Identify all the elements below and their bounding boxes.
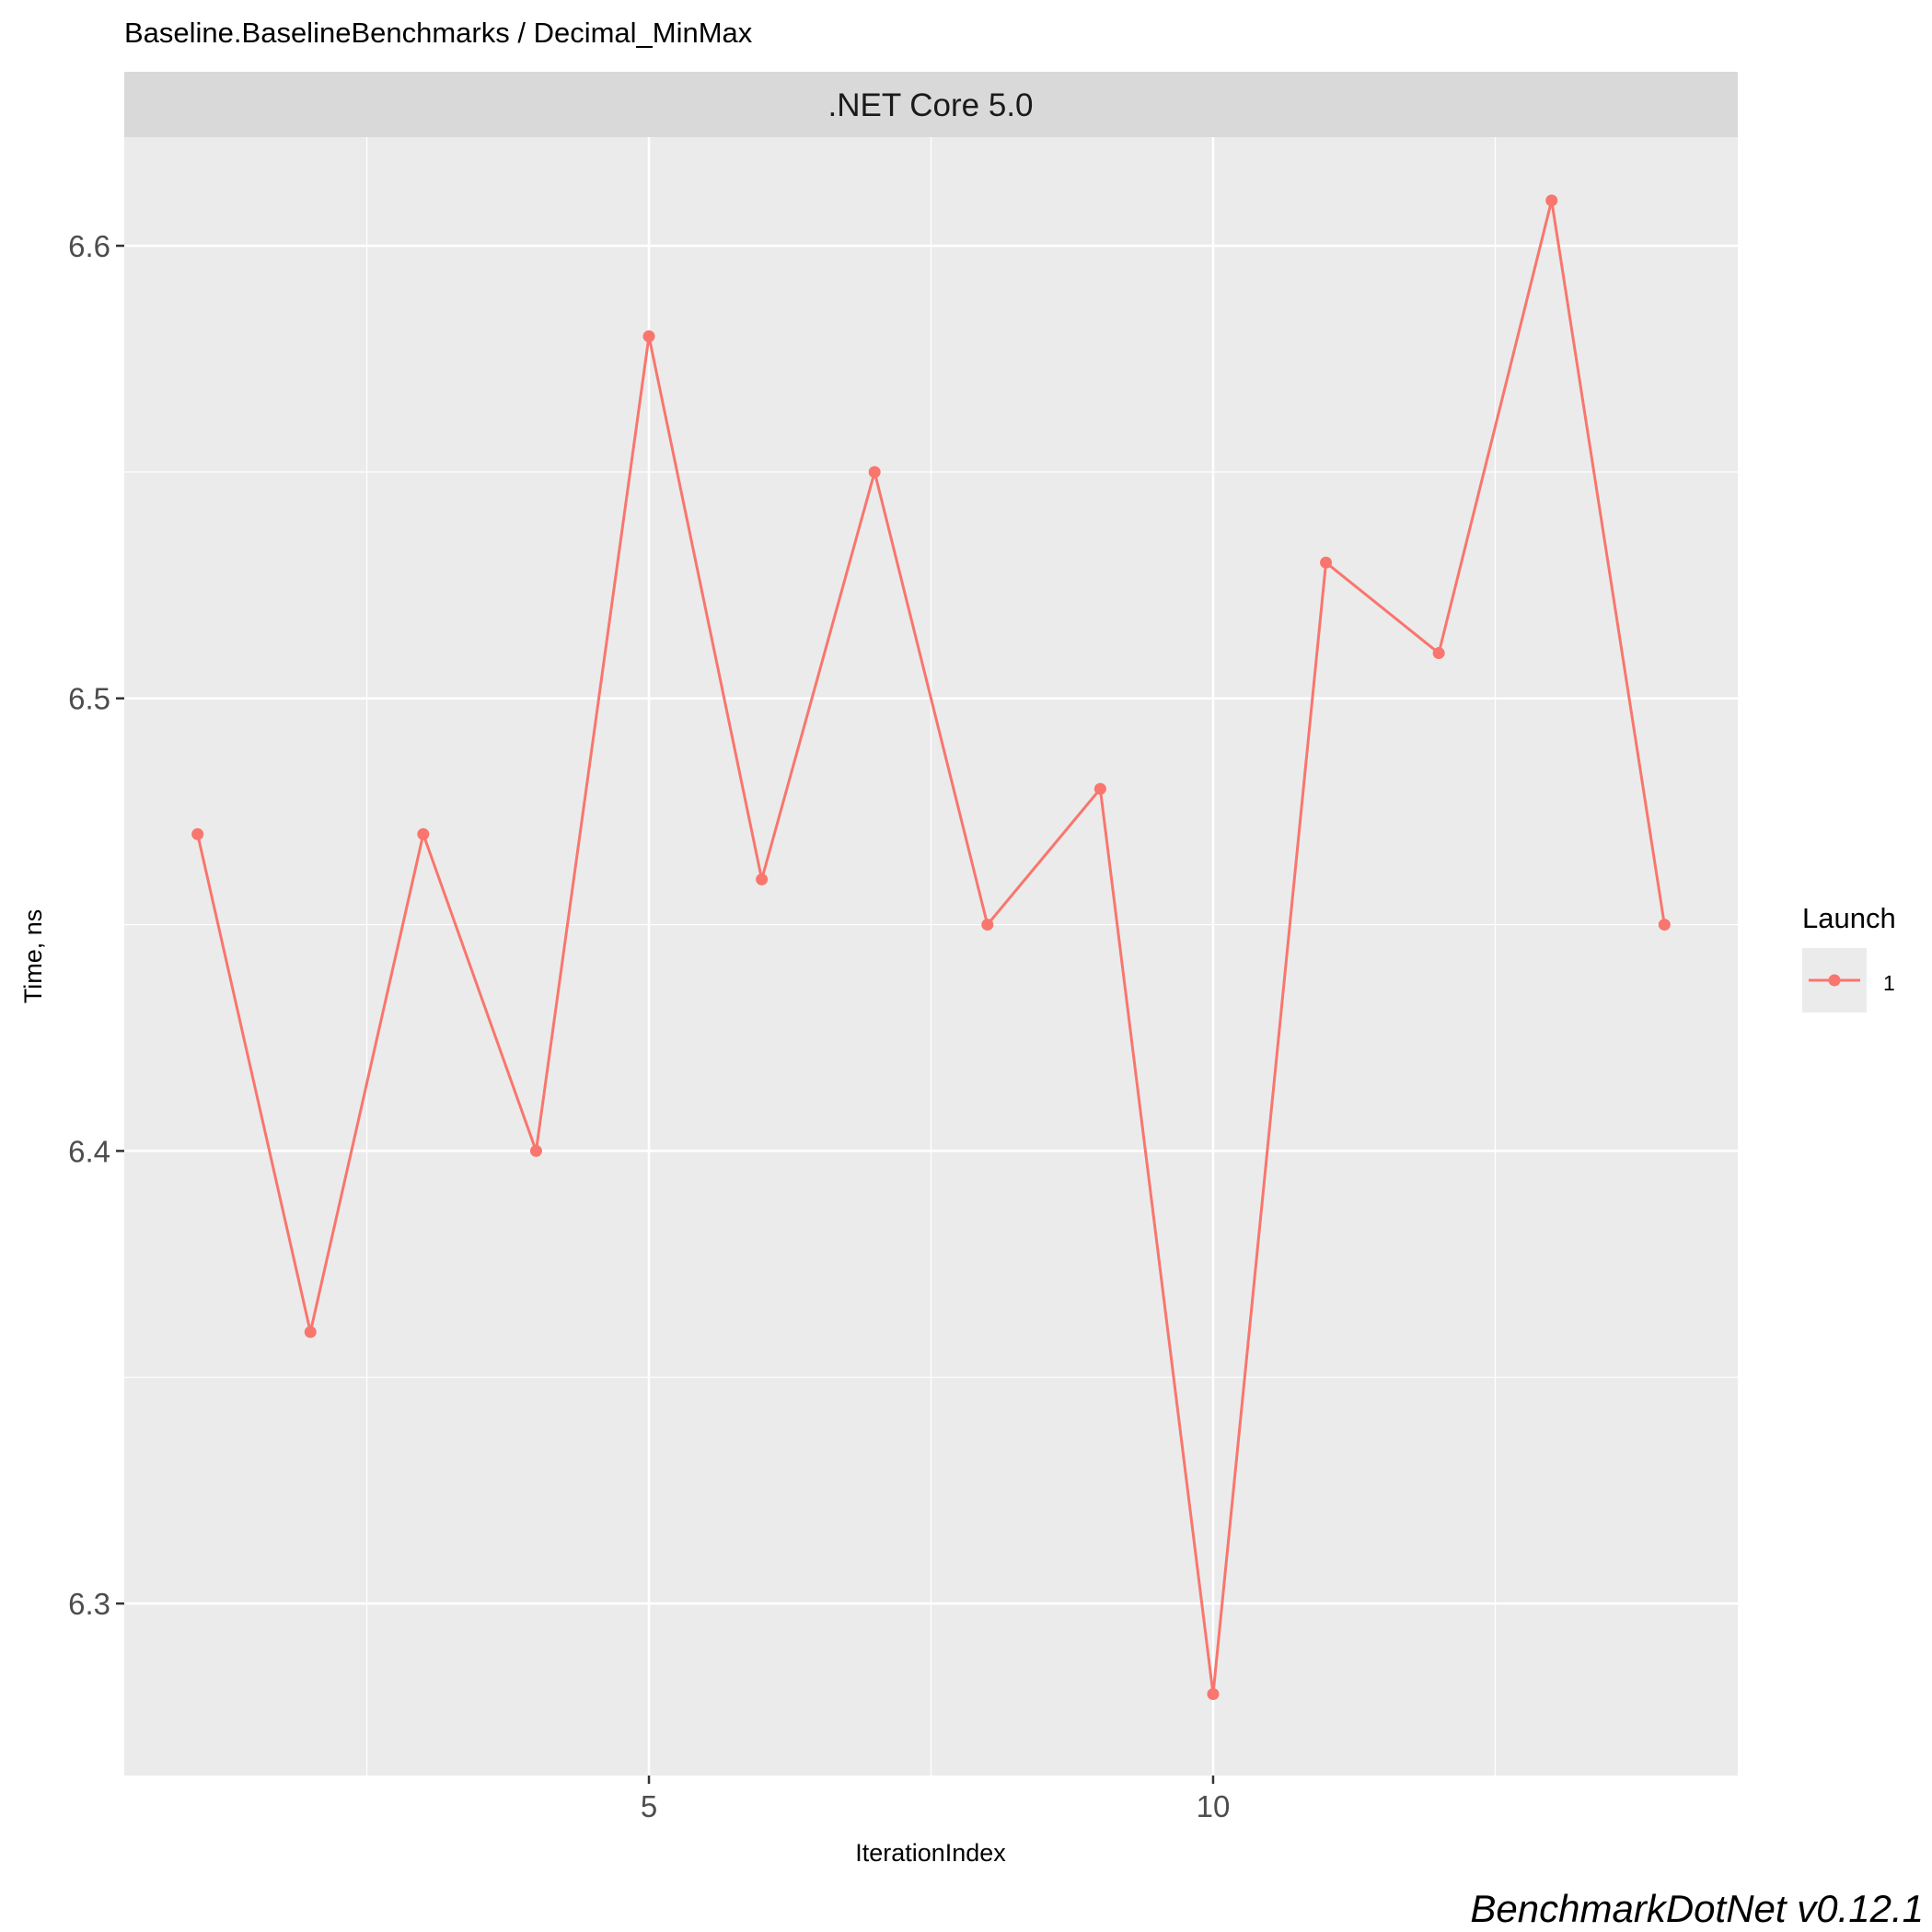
data-point <box>417 828 429 840</box>
y-tick-label: 6.6 <box>68 229 110 263</box>
x-axis-label: IterationIndex <box>855 1839 1006 1867</box>
y-tick-label: 6.3 <box>68 1587 110 1621</box>
chart-title: Baseline.BaselineBenchmarks / Decimal_Mi… <box>124 17 753 49</box>
legend-title: Launch <box>1802 902 1896 934</box>
y-axis-label: Time, ns <box>19 909 47 1004</box>
x-tick-label: 5 <box>641 1789 657 1823</box>
benchmark-version-caption: BenchmarkDotNet v0.12.1 <box>1470 1887 1924 1930</box>
data-point <box>1207 1688 1219 1700</box>
data-point <box>756 873 768 885</box>
legend-key-point <box>1829 975 1841 987</box>
data-point <box>530 1145 542 1157</box>
data-point <box>643 330 655 342</box>
data-point <box>981 919 993 931</box>
data-point <box>191 828 203 840</box>
data-point <box>1659 919 1671 931</box>
data-point <box>1545 194 1557 206</box>
data-point <box>1094 783 1106 795</box>
data-point <box>1320 557 1332 569</box>
y-tick-label: 6.4 <box>68 1134 110 1168</box>
y-tick-label: 6.5 <box>68 682 110 716</box>
data-point <box>305 1326 317 1338</box>
data-point <box>1433 647 1445 659</box>
facet-label: .NET Core 5.0 <box>827 87 1033 123</box>
x-tick-label: 10 <box>1197 1789 1231 1823</box>
legend-entry-label: 1 <box>1883 971 1895 995</box>
data-point <box>869 466 881 478</box>
